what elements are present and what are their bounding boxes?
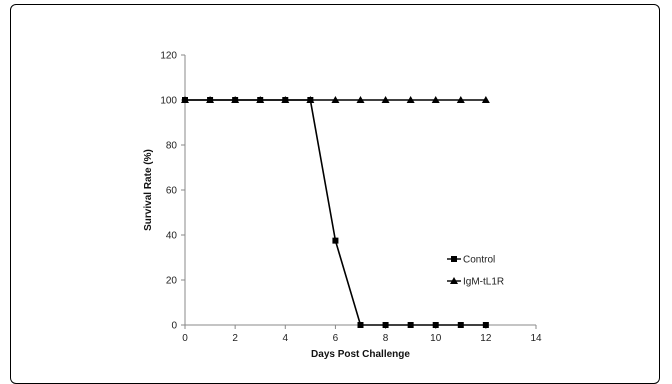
- x-tick-label: 10: [430, 333, 442, 344]
- square-marker: [332, 237, 339, 244]
- triangle-marker: [306, 96, 315, 103]
- x-tick-label: 12: [480, 333, 492, 344]
- square-marker: [382, 322, 389, 328]
- y-tick-label: 20: [166, 276, 178, 287]
- square-marker: [482, 322, 489, 328]
- figure-frame: [10, 4, 660, 384]
- x-tick-label: 8: [383, 333, 389, 344]
- chart-axes: 0 20 40 60 80 100 120 0 2 4 6 8 10 12 14: [160, 51, 542, 345]
- y-tick-label: 100: [160, 96, 177, 107]
- triangle-marker: [431, 96, 440, 103]
- y-tick-label: 40: [166, 231, 178, 242]
- x-tick-label: 2: [232, 333, 238, 344]
- triangle-marker: [331, 96, 340, 103]
- triangle-marker: [256, 96, 265, 103]
- square-marker: [357, 322, 364, 328]
- chart-legend: Control IgM-tL1R: [447, 255, 504, 288]
- x-tick-label: 14: [530, 333, 542, 344]
- triangle-marker: [456, 96, 465, 103]
- legend-item: Control: [447, 255, 495, 266]
- legend-triangle-marker: [450, 277, 458, 284]
- legend-square-marker: [451, 256, 457, 262]
- legend-item: IgM-tL1R: [447, 277, 504, 288]
- square-marker: [407, 322, 414, 328]
- series-line: [185, 99, 486, 326]
- square-marker: [432, 322, 439, 328]
- legend-label: Control: [463, 255, 495, 266]
- y-tick-label: 120: [160, 51, 177, 62]
- triangle-marker: [281, 96, 290, 103]
- chart-series: [181, 96, 490, 328]
- y-tick-label: 60: [166, 186, 178, 197]
- survival-chart: 0 20 40 60 80 100 120 0 2 4 6 8 10 12 14 Control IgM-tL…: [143, 51, 542, 361]
- y-tick-label: 80: [166, 141, 178, 152]
- y-axis-title: Survival Rate (%): [143, 149, 154, 231]
- triangle-marker: [231, 96, 240, 103]
- y-tick-label: 0: [171, 321, 177, 332]
- series-igm-tl1r: [181, 96, 490, 103]
- triangle-marker: [356, 96, 365, 103]
- legend-label: IgM-tL1R: [463, 277, 504, 288]
- x-tick-label: 4: [283, 333, 289, 344]
- triangle-marker: [181, 96, 189, 103]
- x-tick-label: 6: [333, 333, 339, 344]
- triangle-marker: [206, 96, 215, 103]
- square-marker: [457, 322, 464, 328]
- triangle-marker: [381, 96, 390, 103]
- x-axis-title: Days Post Challenge: [311, 349, 410, 360]
- triangle-marker: [481, 96, 490, 103]
- triangle-marker: [406, 96, 415, 103]
- series-control: [182, 97, 489, 328]
- x-tick-label: 0: [182, 333, 188, 344]
